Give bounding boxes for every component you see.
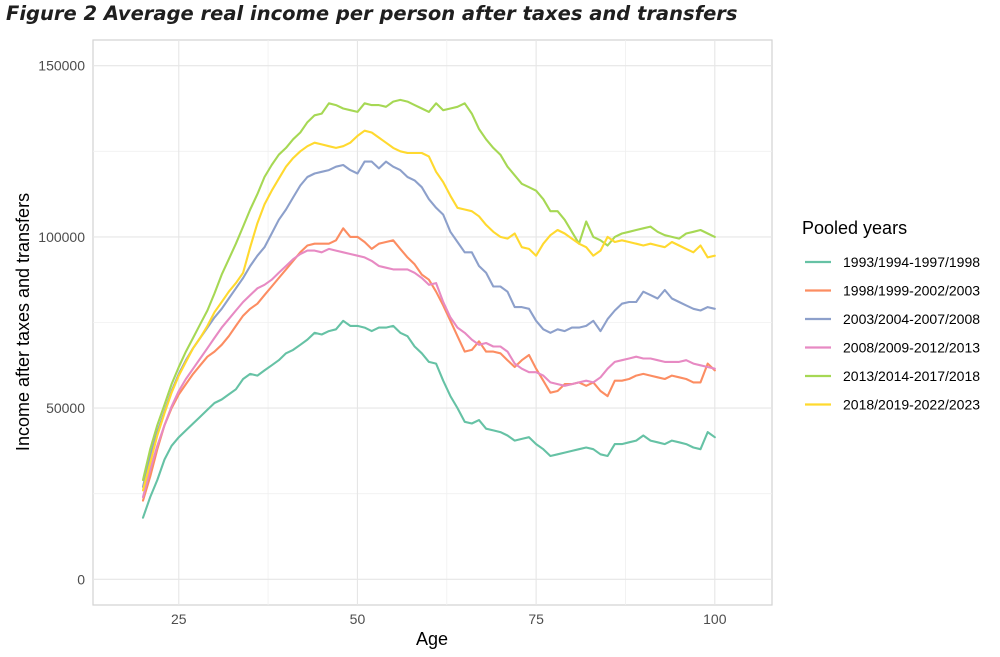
grid-major (93, 40, 772, 605)
x-tick-label: 50 (350, 611, 366, 627)
x-tick-label: 75 (528, 611, 544, 627)
y-tick-label: 0 (77, 571, 85, 587)
legend-label-4: 2008/2009-2012/2013 (843, 340, 980, 356)
series-line-6 (141, 129, 716, 492)
series-line-5 (141, 98, 716, 482)
y-tick-label: 100000 (38, 229, 85, 245)
legend-label-2: 1998/1999-2002/2003 (843, 283, 980, 299)
legend-label-1: 1993/1994-1997/1998 (843, 254, 980, 270)
series-line-2 (141, 227, 716, 502)
legend-items: 1993/1994-1997/1998 1998/1999-2002/2003 20… (805, 254, 980, 413)
y-tick-label: 150000 (38, 58, 85, 74)
legend-label-6: 2018/2019-2022/2023 (843, 397, 980, 413)
legend-label-5: 2013/2014-2017/2018 (843, 368, 980, 384)
series-lines (141, 98, 716, 519)
legend-label-3: 2003/2004-2007/2008 (843, 311, 980, 327)
series-line-1 (141, 319, 716, 519)
y-axis-title: Income after taxes and transfers (13, 193, 33, 451)
series-line-4 (141, 247, 716, 499)
series-line-3 (141, 160, 716, 488)
x-tick-labels: 25 50 75 100 (171, 611, 727, 627)
y-tick-label: 50000 (46, 400, 85, 416)
figure-title: Figure 2 Average real income per person … (6, 2, 738, 25)
y-tick-labels: 0 50000 100000 150000 (38, 58, 85, 588)
x-tick-label: 25 (171, 611, 187, 627)
legend-title: Pooled years (802, 218, 907, 238)
x-tick-label: 100 (703, 611, 727, 627)
x-axis-title: Age (416, 629, 448, 649)
grid-minor (93, 40, 772, 605)
legend: Pooled years 1993/1994-1997/1998 1998/199… (802, 218, 980, 413)
